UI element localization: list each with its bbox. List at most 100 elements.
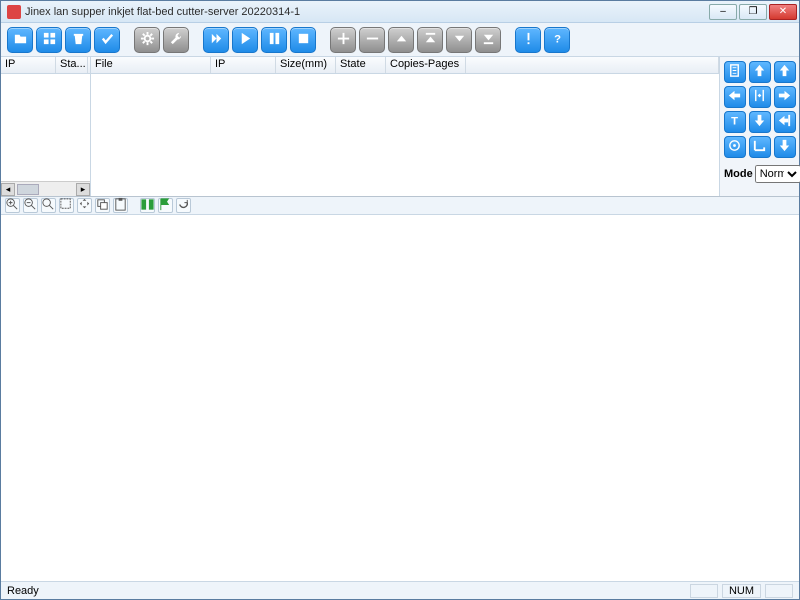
zoomin-button[interactable] [5,198,20,213]
zfit-icon [41,197,56,215]
nav-down-button[interactable] [774,136,796,158]
nav-textT-button[interactable]: T [724,111,746,133]
mode-row: Mode Normal [724,165,795,183]
refresh-button[interactable] [176,198,191,213]
preview-canvas[interactable] [1,215,799,581]
alert-button[interactable] [515,27,541,53]
play-icon [238,31,253,49]
pan-button[interactable] [77,198,92,213]
bracket-icon [752,138,767,156]
flag-button[interactable] [158,198,173,213]
bang-icon [521,31,536,49]
stop-icon [296,31,311,49]
nav-bracket-button[interactable] [749,136,771,158]
pause-icon [267,31,282,49]
settings-button[interactable] [134,27,160,53]
nav-right-button[interactable] [774,86,796,108]
column-header[interactable]: File [91,57,211,73]
trash-icon [71,31,86,49]
up-button[interactable] [388,27,414,53]
job-list-body[interactable] [91,74,719,196]
minus-icon [365,31,380,49]
column-header[interactable]: Copies-Pages [386,57,466,73]
titlebar[interactable]: Jinex lan supper inkjet flat-bed cutter-… [1,1,799,23]
maximize-button[interactable]: ❐ [739,4,767,20]
status-bar: Ready NUM [1,581,799,599]
delete-button[interactable] [65,27,91,53]
device-list-body[interactable] [1,74,90,181]
window-title: Jinex lan supper inkjet flat-bed cutter-… [25,6,709,18]
right-icon [777,88,792,106]
scroll-right-icon[interactable]: ▸ [76,183,90,196]
pause-button[interactable] [261,27,287,53]
upper-panels: IPSta... ◂ ▸ FileIPSize(mm)StateCopies-P… [1,57,799,197]
zoomout-button[interactable] [23,198,38,213]
close-button[interactable]: ✕ [769,4,797,20]
job-list-panel: FileIPSize(mm)StateCopies-Pages [91,57,719,196]
nav-panel: T Mode Normal [719,57,799,196]
svg-text:T: T [731,115,738,127]
main-toolbar: ? [1,23,799,57]
svg-text:?: ? [554,33,561,45]
window-buttons: – ❐ ✕ [709,4,797,20]
paste-icon [113,197,128,215]
target-icon [727,138,742,156]
nav-up-button[interactable] [774,61,796,83]
gear-icon [140,31,155,49]
minus-button[interactable] [359,27,385,53]
up-icon [752,63,767,81]
layout-button[interactable] [36,27,62,53]
check-button[interactable] [94,27,120,53]
paste-button[interactable] [113,198,128,213]
scroll-left-icon[interactable]: ◂ [1,183,15,196]
nav-down-button[interactable] [749,111,771,133]
mode-select[interactable]: Normal [755,165,800,183]
status-cell-blank2 [765,584,793,598]
play-button[interactable] [232,27,258,53]
column-header[interactable]: State [336,57,386,73]
stop-button[interactable] [290,27,316,53]
center-icon [752,88,767,106]
column-header[interactable]: IP [211,57,276,73]
down-button[interactable] [446,27,472,53]
column-header[interactable]: Sta... [56,57,88,73]
end-icon [777,113,792,131]
grid-icon [42,31,57,49]
up-icon [777,63,792,81]
minimize-button[interactable]: – [709,4,737,20]
help-button[interactable]: ? [544,27,570,53]
column-header[interactable]: Size(mm) [276,57,336,73]
refresh-icon [176,197,191,215]
copy-button[interactable] [95,198,110,213]
dblright-icon [209,31,224,49]
down-icon [752,113,767,131]
doc-icon [727,63,742,81]
device-list-hscroll[interactable]: ◂ ▸ [1,181,90,196]
device-list-panel: IPSta... ◂ ▸ [1,57,91,196]
top-button[interactable] [417,27,443,53]
fastfwd-button[interactable] [203,27,229,53]
down-icon [777,138,792,156]
nav-end-button[interactable] [774,111,796,133]
zoomfit-button[interactable] [41,198,56,213]
alignh-icon [140,197,155,215]
selrect-icon [59,197,74,215]
plus-button[interactable] [330,27,356,53]
open-button[interactable] [7,27,33,53]
scroll-thumb[interactable] [17,184,39,195]
column-header[interactable]: IP [1,57,56,73]
status-cell-blank1 [690,584,718,598]
alignh-button[interactable] [140,198,155,213]
nav-up-button[interactable] [749,61,771,83]
copy-icon [95,197,110,215]
textT-icon: T [727,113,742,131]
nav-center-button[interactable] [749,86,771,108]
bottom-button[interactable] [475,27,501,53]
chevdown-icon [452,31,467,49]
nav-left-button[interactable] [724,86,746,108]
zplus-icon [5,197,20,215]
select-button[interactable] [59,198,74,213]
nav-target-button[interactable] [724,136,746,158]
nav-doc-button[interactable] [724,61,746,83]
tools-button[interactable] [163,27,189,53]
